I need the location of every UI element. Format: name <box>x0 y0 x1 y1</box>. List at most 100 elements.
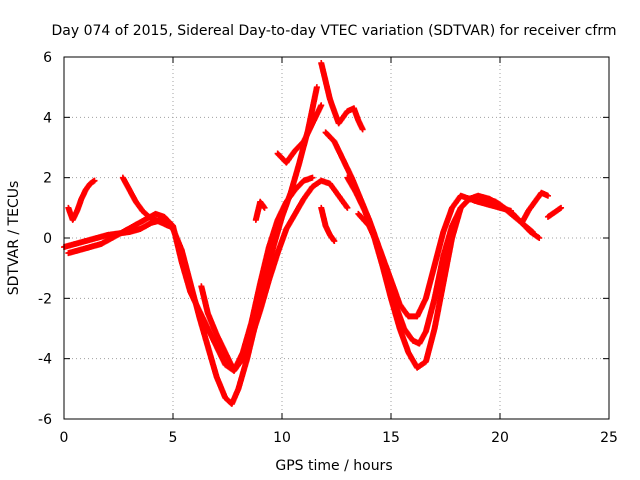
trail-segment <box>415 359 428 370</box>
trail-segment <box>401 326 416 343</box>
series-sat-track-j <box>274 102 325 166</box>
trail-segment <box>120 175 132 192</box>
trail-segment <box>440 205 455 234</box>
trail-segment <box>292 139 306 153</box>
trail-segment <box>120 223 136 235</box>
trail-segment <box>214 374 228 400</box>
trail-segment <box>397 326 411 355</box>
trail-segment <box>319 178 332 187</box>
trail-segment <box>214 332 228 355</box>
track-trail <box>356 193 513 320</box>
trail-segment <box>323 223 333 237</box>
trail-segment <box>406 350 420 370</box>
trail-segment <box>318 206 329 228</box>
trail-segment <box>388 278 403 307</box>
trail-segment <box>449 193 464 210</box>
trail-segment <box>487 196 502 208</box>
track-trail <box>545 205 564 220</box>
trail-segment <box>261 245 276 286</box>
x-tick-label: 5 <box>169 430 178 446</box>
trail-segment <box>327 181 341 198</box>
trail-segment <box>198 284 211 316</box>
trail-segment <box>257 245 272 286</box>
track-trail <box>120 175 171 229</box>
trail-segment <box>431 281 447 331</box>
trail-segment <box>331 139 346 162</box>
plot-frame <box>63 56 610 420</box>
y-axis-label: SDTVAR / TECUs <box>6 181 22 296</box>
y-tick-label: -6 <box>38 412 52 428</box>
track-trail <box>275 103 324 165</box>
trail-segment <box>170 224 185 264</box>
trail-segment <box>301 184 315 201</box>
trail-segment <box>327 97 342 126</box>
trail-segment <box>270 215 285 249</box>
trail-segment <box>131 217 147 229</box>
axis-ticks: 0 5 10 15 20 25 -6 -4 -2 0 2 4 6 <box>38 50 618 446</box>
series-sat-track-b <box>65 174 316 374</box>
y-tick-label: 0 <box>43 231 52 247</box>
trail-segment <box>554 205 564 214</box>
trail-segment <box>406 313 420 320</box>
trail-segment <box>196 314 211 349</box>
series-sat-track-k <box>318 60 366 133</box>
trail-segment <box>257 199 267 210</box>
trail-segment <box>205 311 220 337</box>
trail-segment <box>83 181 93 192</box>
y-tick-label: -2 <box>38 291 52 307</box>
trail-segment <box>70 208 80 222</box>
trail-segment <box>397 302 411 319</box>
trail-segment <box>353 190 368 213</box>
trail-segment <box>248 308 263 340</box>
trail-segment <box>431 254 447 301</box>
trail-segment <box>196 308 211 331</box>
trail-segment <box>301 175 315 184</box>
x-tick-label: 15 <box>382 430 400 446</box>
series-sat-track-f <box>355 192 514 320</box>
trail-segment <box>327 232 337 244</box>
trail-segment <box>539 190 550 199</box>
trail-segment <box>240 335 254 361</box>
track-trail <box>65 178 97 222</box>
trail-segment <box>229 386 241 406</box>
trail-segment <box>214 344 228 367</box>
y-tick-label: -4 <box>38 352 52 368</box>
trail-segment <box>127 226 143 235</box>
trail-segment <box>160 220 171 229</box>
trail-segment <box>440 236 455 286</box>
trail-segment <box>366 224 383 252</box>
trail-segment <box>356 211 372 229</box>
trail-segment <box>336 109 350 126</box>
trail-segment <box>388 296 403 331</box>
x-tick-label: 10 <box>273 430 291 446</box>
trail-segment <box>205 344 220 379</box>
trail-segment <box>99 235 114 247</box>
x-tick-label: 0 <box>60 430 69 446</box>
trail-segment <box>423 263 438 301</box>
x-tick-label: 20 <box>491 430 509 446</box>
track-trail <box>253 199 267 222</box>
series-sat-track-g <box>65 177 98 223</box>
trail-segment <box>284 187 298 204</box>
trail-segment <box>275 227 289 255</box>
trail-segment <box>266 251 281 283</box>
trail-segment <box>550 208 559 217</box>
series-sat-track-n <box>544 204 565 220</box>
trail-segment <box>292 196 307 216</box>
trail-segment <box>248 281 263 325</box>
trail-segment <box>88 178 97 187</box>
trail-segment <box>284 148 298 165</box>
trail-segment <box>275 199 289 222</box>
track-trail <box>318 206 337 244</box>
trail-segment <box>526 199 538 213</box>
trail-segment <box>205 326 220 349</box>
series-sat-track-l <box>318 204 338 245</box>
trail-segment <box>133 199 145 213</box>
trail-segment <box>140 208 152 220</box>
trail-segment <box>449 206 464 240</box>
trail-segment <box>138 220 154 232</box>
chart-title: Day 074 of 2015, Sidereal Day-to-day VTE… <box>52 23 617 39</box>
trail-segment <box>345 175 359 195</box>
trail-segment <box>78 187 89 201</box>
